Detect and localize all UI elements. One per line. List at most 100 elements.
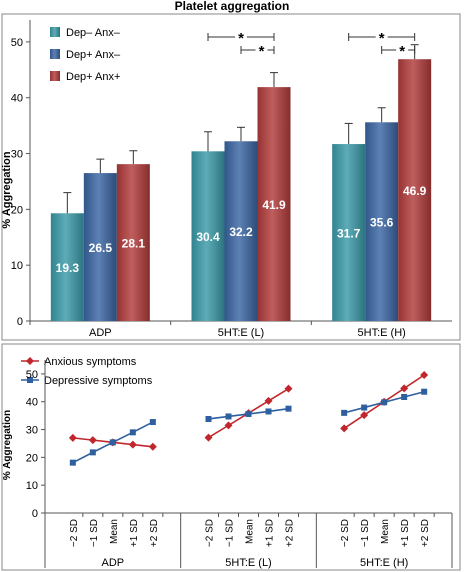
data-point bbox=[26, 357, 34, 365]
significance-mark: * bbox=[238, 30, 244, 47]
data-point bbox=[265, 408, 272, 415]
top-legend: Dep– Anx– Dep+ Anx– Dep+ Anx+ bbox=[50, 27, 121, 83]
data-label: 35.6 bbox=[370, 216, 394, 230]
top-x-tick-label: 5HT:E (H) bbox=[358, 327, 406, 339]
legend-swatch bbox=[50, 71, 60, 81]
data-point bbox=[129, 429, 136, 436]
data-point bbox=[381, 399, 388, 406]
top-x-tick-label: ADP bbox=[89, 327, 112, 339]
bottom-chart-frame bbox=[1, 343, 461, 571]
bar bbox=[398, 59, 432, 321]
data-point bbox=[284, 384, 293, 393]
significance-mark: * bbox=[379, 30, 385, 47]
chart-title: Platelet aggregation bbox=[175, 0, 290, 13]
bottom-x-tick-label: −1 SD bbox=[89, 519, 100, 547]
data-point bbox=[109, 439, 116, 446]
bar bbox=[365, 122, 399, 322]
data-label: 28.1 bbox=[122, 237, 146, 251]
data-label: 30.4 bbox=[196, 230, 220, 244]
bottom-x-tick-label: Mean bbox=[109, 519, 120, 544]
bar bbox=[50, 213, 84, 321]
bottom-x-tick-label: +2 SD bbox=[285, 519, 296, 547]
group-label: 5HT:E (L) bbox=[225, 557, 271, 569]
bottom-y-tick-label: 40 bbox=[26, 397, 38, 409]
top-chart-frame bbox=[1, 13, 461, 341]
significance-mark-bg bbox=[375, 30, 388, 42]
bar bbox=[224, 141, 258, 321]
significance-mark: * bbox=[399, 43, 405, 60]
data-point bbox=[360, 411, 369, 420]
data-point bbox=[88, 436, 97, 445]
significance-mark-bg bbox=[396, 43, 409, 55]
data-point bbox=[421, 388, 428, 395]
legend-swatch bbox=[50, 49, 60, 59]
top-y-tick-label: 40 bbox=[11, 93, 23, 105]
data-label: 32.2 bbox=[229, 225, 253, 239]
legend-swatch bbox=[50, 27, 60, 37]
data-point bbox=[149, 419, 156, 426]
data-point bbox=[340, 424, 349, 433]
legend-label: Dep+ Anx– bbox=[66, 49, 121, 61]
bottom-x-tick-label: +1 SD bbox=[400, 519, 411, 547]
legend-label: Anxious symptoms bbox=[44, 356, 137, 368]
data-point bbox=[148, 442, 157, 451]
data-label: 19.3 bbox=[56, 261, 80, 275]
data-point bbox=[204, 433, 213, 442]
data-label: 41.9 bbox=[262, 198, 286, 212]
data-point bbox=[205, 415, 212, 422]
legend-label: Depressive symptoms bbox=[44, 375, 153, 387]
data-point bbox=[401, 393, 408, 400]
bottom-y-tick-label: 10 bbox=[26, 480, 38, 492]
bottom-x-tick-label: −2 SD bbox=[69, 519, 80, 547]
bottom-y-axis-label: % Aggregation bbox=[2, 410, 13, 480]
bottom-y-tick-label: 20 bbox=[26, 452, 38, 464]
significance-mark-bg bbox=[235, 30, 247, 42]
bottom-x-tick-label: +2 SD bbox=[149, 519, 160, 547]
data-point bbox=[27, 377, 33, 383]
data-point bbox=[68, 433, 77, 442]
bottom-y-tick-label: 0 bbox=[32, 508, 38, 520]
top-y-tick-label: 30 bbox=[11, 149, 23, 161]
group-label: ADP bbox=[102, 557, 125, 569]
legend-label: Dep+ Anx+ bbox=[66, 71, 120, 83]
bottom-y-tick-label: 50 bbox=[26, 369, 38, 381]
bottom-x-tick-label: +1 SD bbox=[129, 519, 140, 547]
bottom-x-tick-label: +1 SD bbox=[265, 519, 276, 547]
data-point bbox=[264, 396, 273, 405]
bottom-chart: % Aggregation Anxious symptoms Depressive… bbox=[1, 343, 461, 571]
data-point bbox=[400, 384, 409, 393]
data-label: 26.5 bbox=[89, 241, 113, 255]
data-point bbox=[361, 404, 368, 411]
bottom-x-tick-label: Mean bbox=[380, 519, 391, 544]
bar bbox=[257, 87, 291, 321]
significance-mark: * bbox=[259, 43, 265, 60]
data-point bbox=[224, 421, 233, 430]
data-point bbox=[89, 449, 96, 456]
data-label: 31.7 bbox=[337, 227, 361, 241]
bar bbox=[332, 144, 366, 321]
bottom-x-tick-label: −1 SD bbox=[360, 519, 371, 547]
bar bbox=[191, 151, 225, 321]
top-y-tick-label: 50 bbox=[11, 37, 23, 49]
data-point bbox=[225, 413, 232, 420]
data-point bbox=[245, 410, 252, 417]
data-point bbox=[341, 409, 348, 416]
top-y-tick-label: 20 bbox=[11, 204, 23, 216]
data-point bbox=[69, 459, 76, 466]
bottom-y-tick-label: 30 bbox=[26, 425, 38, 437]
data-point bbox=[285, 405, 292, 412]
data-point bbox=[420, 371, 429, 380]
data-label: 46.9 bbox=[403, 184, 427, 198]
top-chart: % Aggregation Dep– Anx– Dep+ Anx– Dep+ Anx… bbox=[1, 13, 461, 341]
significance-mark-bg bbox=[255, 43, 268, 55]
group-label: 5HT:E (H) bbox=[360, 557, 408, 569]
bottom-x-tick-label: +2 SD bbox=[420, 519, 431, 547]
bottom-x-tick-label: −2 SD bbox=[205, 519, 216, 547]
bar bbox=[83, 173, 117, 321]
bar bbox=[116, 164, 150, 321]
top-x-tick-label: 5HT:E (L) bbox=[218, 327, 264, 339]
bottom-x-tick-label: −1 SD bbox=[225, 519, 236, 547]
legend-label: Dep– Anx– bbox=[66, 27, 121, 39]
top-y-axis-label: % Aggregation bbox=[1, 151, 13, 228]
